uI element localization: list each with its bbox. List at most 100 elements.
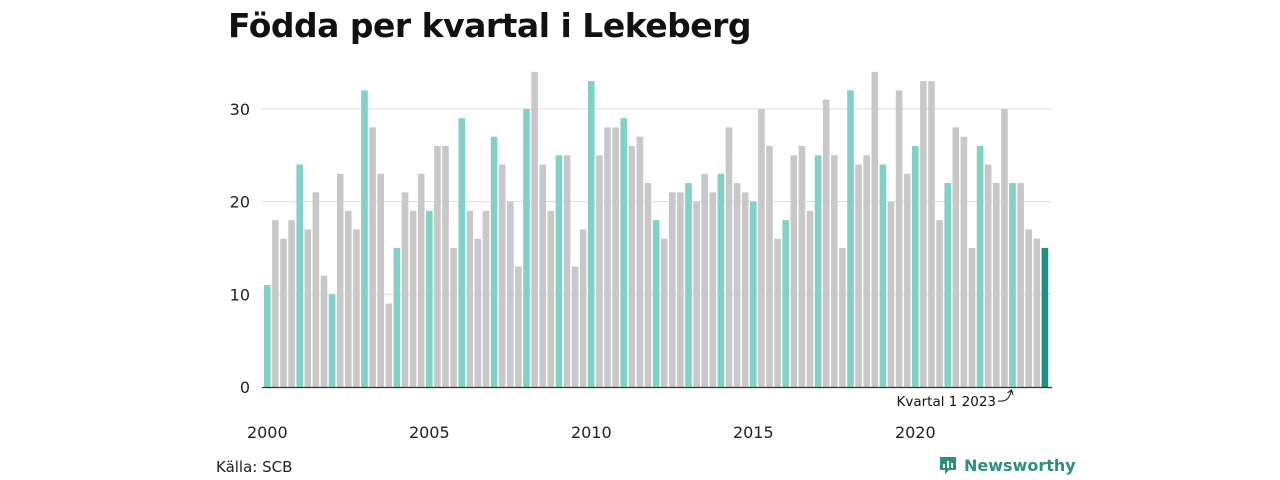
bar (895, 90, 903, 388)
bar (596, 155, 603, 387)
bar (733, 183, 741, 387)
bar (774, 238, 781, 387)
x-axis-ticks: 2000 2005 2010 2015 2020 (247, 423, 936, 442)
bar (871, 71, 879, 387)
bar (1025, 229, 1032, 387)
bar (336, 173, 344, 387)
bar (571, 266, 579, 387)
bar (693, 201, 700, 387)
annotation-arrow (997, 389, 1012, 402)
bar (288, 220, 295, 387)
bar (1001, 108, 1008, 388)
bar (669, 192, 676, 387)
bar (920, 81, 927, 387)
bar (782, 220, 789, 387)
bar (952, 127, 960, 387)
bar (839, 247, 846, 387)
bar (912, 145, 919, 387)
bar (320, 275, 328, 387)
bar (296, 164, 303, 387)
bar (377, 173, 384, 387)
bar (1009, 183, 1016, 387)
bar (701, 173, 708, 387)
bar (741, 192, 749, 387)
bar (677, 192, 684, 387)
bar (660, 238, 668, 387)
bar (863, 155, 870, 387)
bar (944, 183, 951, 387)
bar (936, 220, 943, 387)
bar (490, 136, 498, 387)
bar (928, 81, 935, 387)
bar (879, 164, 887, 387)
bar (304, 229, 312, 387)
y-tick-label: 10 (230, 285, 250, 304)
brand-name: Newsworthy (964, 455, 1076, 475)
bar (806, 210, 814, 387)
bar (750, 201, 757, 387)
bar (887, 201, 895, 387)
x-tick-label: 2020 (895, 423, 936, 442)
bar (984, 164, 992, 387)
bar (822, 99, 830, 387)
x-tick-label: 2005 (409, 423, 450, 442)
bar (636, 136, 644, 387)
bar (652, 220, 660, 387)
bar (563, 155, 571, 387)
bar (555, 155, 563, 387)
bar (401, 192, 409, 387)
bar (458, 118, 465, 388)
bar (345, 210, 352, 387)
x-tick-label: 2010 (571, 423, 612, 442)
bar (831, 155, 838, 387)
bar (328, 294, 336, 387)
bar (264, 285, 271, 387)
bar (531, 71, 538, 387)
bar (312, 192, 320, 387)
bar (628, 145, 636, 387)
bar (523, 108, 530, 388)
bar (685, 183, 692, 387)
bar (393, 247, 401, 387)
annotation: Kvartal 1 2023 (896, 389, 1014, 410)
bar (960, 136, 968, 387)
bar (426, 210, 433, 387)
bar (442, 145, 449, 387)
bars (262, 71, 1052, 389)
bar (1017, 183, 1024, 387)
bar (353, 229, 360, 387)
x-tick-label: 2000 (247, 423, 288, 442)
bar (385, 303, 393, 387)
bar (482, 210, 490, 387)
bar (709, 192, 717, 387)
bar (466, 210, 474, 387)
brand-logo[interactable]: Newsworthy (938, 455, 1076, 475)
bar (507, 201, 514, 387)
y-tick-label: 30 (230, 100, 250, 119)
bar (903, 173, 911, 387)
bar (968, 247, 976, 387)
bar (976, 145, 984, 387)
bar (417, 173, 425, 387)
y-tick-label: 20 (230, 193, 250, 212)
bar (725, 127, 733, 387)
bar (612, 127, 619, 387)
bar (369, 127, 376, 387)
bar (993, 183, 1000, 387)
bar (644, 183, 652, 387)
bar (280, 238, 287, 387)
bar (409, 210, 417, 387)
bar (272, 220, 279, 387)
bar (766, 145, 773, 387)
source-note: Källa: SCB (216, 458, 293, 476)
bar (515, 266, 522, 387)
annotation-arrowhead (1007, 389, 1014, 396)
bar (758, 108, 765, 388)
newsworthy-logo-icon (940, 457, 956, 474)
bar (620, 118, 627, 388)
bar (474, 238, 482, 387)
bar (588, 81, 595, 387)
annotation-label: Kvartal 1 2023 (896, 394, 996, 410)
bar (790, 155, 798, 387)
